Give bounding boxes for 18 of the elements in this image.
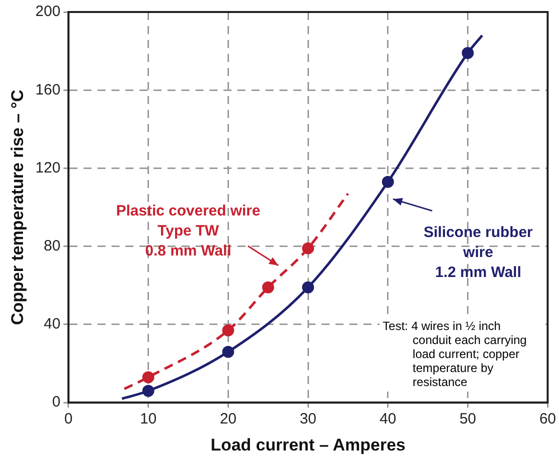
- y-axis-title: Copper temperature rise – °C: [8, 90, 27, 326]
- y-tick-label: 200: [35, 3, 60, 20]
- x-tick-label: 10: [140, 410, 157, 428]
- x-tick-label: 50: [459, 410, 476, 428]
- annotation: Test: 4 wires in ½ inch conduit each carrying load current; copper temperature by resistance: [382, 318, 527, 389]
- x-tick-label: 30: [300, 410, 316, 428]
- series-label: Plastic covered wire Type TW 0.8 mm Wall: [116, 202, 260, 260]
- x-tick-label: 40: [380, 410, 396, 428]
- legend-label: Silicone rubber wire 1.2 mm Wall: [424, 224, 533, 281]
- x-tick-label: 60: [539, 410, 556, 428]
- y-tick-label: 160: [35, 81, 60, 98]
- y-tick-label: 40: [44, 316, 60, 333]
- x-tick-label: 0: [64, 410, 73, 428]
- y-tick-label: 120: [35, 159, 60, 176]
- y-tick-label: 0: [52, 394, 60, 411]
- y-tick-label: 80: [44, 238, 60, 254]
- x-tick-label: 20: [220, 410, 237, 428]
- x-axis-title: Load current – Amperes: [210, 435, 406, 454]
